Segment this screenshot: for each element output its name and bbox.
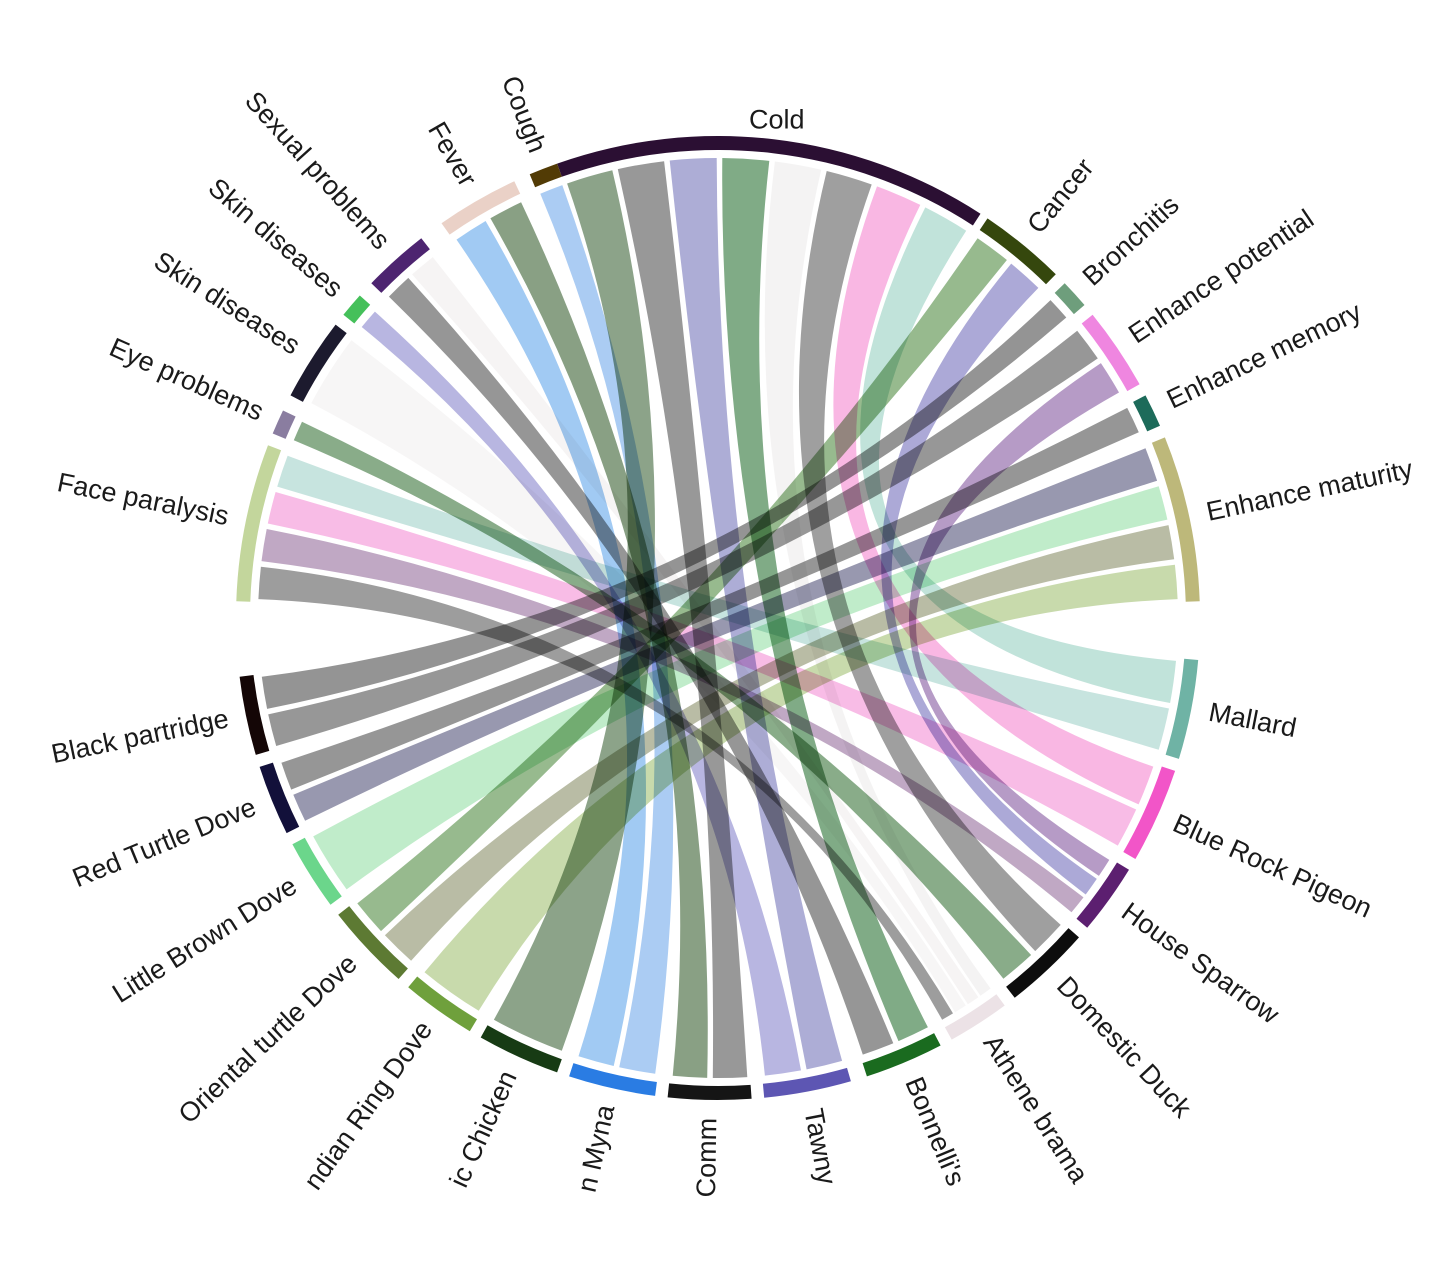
sector-label: ic Chicken <box>444 1066 523 1192</box>
sector-label: ndian Ring Dove <box>298 1015 438 1195</box>
chord-ribbon <box>313 486 1168 890</box>
sector-label: Red Turtle Dove <box>68 792 260 893</box>
chord-ribbon <box>764 161 991 996</box>
sector-arc <box>290 324 347 402</box>
sector-arc <box>292 837 342 905</box>
chord-ribbon <box>261 300 1067 709</box>
sector-arc <box>762 1067 851 1098</box>
chord-ribbon <box>388 277 894 1055</box>
sector-label: Cough <box>496 72 553 157</box>
sector-label: Comm <box>691 1118 722 1198</box>
sector-arc <box>259 762 300 834</box>
chord-ribbon <box>540 185 674 1074</box>
sector-arc <box>338 906 408 979</box>
sector-label: Fever <box>422 117 482 192</box>
sector-arc <box>272 410 296 439</box>
sector-arc <box>239 675 270 755</box>
sector-arc <box>441 181 521 235</box>
sector-label: Skin diseases <box>149 246 306 361</box>
sector-label: n Myna <box>572 1101 621 1195</box>
chord-ribbon <box>281 407 1139 790</box>
chord-ribbon <box>833 186 1154 805</box>
ribbons-group <box>258 158 1178 1079</box>
sector-arc <box>408 976 477 1032</box>
sector-arc <box>862 1033 941 1077</box>
chord-ribbon <box>311 340 966 1013</box>
sector-label: Domestic Duck <box>1051 971 1197 1124</box>
sector-arc <box>1054 283 1085 315</box>
chord-ribbon <box>277 455 1169 750</box>
chord-ribbon <box>617 161 748 1079</box>
chord-ribbon <box>456 221 647 1066</box>
chord-ribbon <box>293 448 1158 821</box>
chord-ribbon <box>261 529 1084 913</box>
sector-arc <box>569 1063 657 1096</box>
chord-ribbon <box>424 564 1178 1011</box>
sector-arc <box>1006 928 1079 998</box>
chord-ribbon <box>267 492 1137 846</box>
sector-label: Blue Rock Pigeon <box>1168 808 1376 924</box>
sector-arc <box>979 218 1056 285</box>
chord-ribbon <box>268 330 1098 746</box>
sector-arc <box>371 238 430 293</box>
sector-arc <box>1081 314 1140 392</box>
sector-arc <box>343 295 371 324</box>
sector-label: Tawny <box>798 1106 842 1187</box>
sector-label: Oriental turtle Dove <box>173 948 363 1129</box>
sector-arcs-group <box>236 135 1200 1101</box>
sector-arc <box>557 135 981 226</box>
chord-ribbon <box>361 311 801 1076</box>
sector-arc <box>1165 658 1199 759</box>
chord-ribbon <box>384 525 1175 961</box>
sector-label: Bonnelli's <box>899 1073 971 1190</box>
sector-label: Cold <box>749 105 805 135</box>
sector-arc <box>1151 437 1200 602</box>
sector-label: Mallard <box>1206 697 1299 743</box>
sector-arc <box>1133 395 1160 432</box>
sector-arc <box>1123 766 1176 859</box>
sector-label: Bronchitis <box>1077 190 1185 292</box>
chord-ribbon <box>357 238 1007 932</box>
sector-label: Enhance maturity <box>1204 454 1416 527</box>
chord-ribbon <box>412 257 979 1005</box>
sector-label: Athene brama <box>977 1029 1094 1189</box>
sector-label: Black partridge <box>49 703 231 769</box>
sector-label: House Sparrow <box>1116 896 1285 1029</box>
sector-arc <box>1076 862 1129 928</box>
sector-label: Enhance memory <box>1162 296 1366 414</box>
chord-ribbon <box>722 158 928 1042</box>
sector-arc <box>529 163 562 188</box>
sector-arc <box>944 994 1005 1040</box>
sector-arc <box>236 445 282 602</box>
chord-ribbon <box>669 158 843 1070</box>
sector-label: Face paralysis <box>55 467 232 531</box>
sector-arc <box>480 1025 562 1073</box>
sector-arc <box>667 1083 752 1101</box>
sector-label: Eye problems <box>105 332 268 427</box>
sector-label: Cancer <box>1021 153 1099 239</box>
sector-label: Little Brown Dove <box>107 871 302 1009</box>
